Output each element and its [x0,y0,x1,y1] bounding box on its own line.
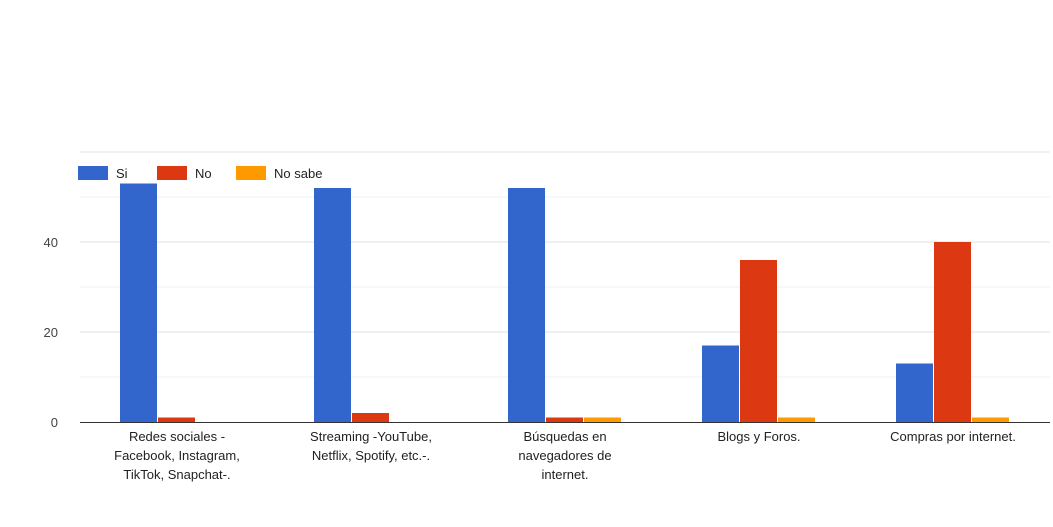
bar-si [120,183,157,422]
bar-no-sabe [972,417,1009,422]
bar-no-sabe [584,417,621,422]
legend-swatch [78,166,108,180]
bar-no [740,260,777,422]
y-axis-ticks: 0 20 40 [44,235,58,430]
x-tick-label-line: Netflix, Spotify, etc.-. [312,448,430,463]
x-tick-label-line: Facebook, Instagram, [114,448,240,463]
y-tick-label: 40 [44,235,58,250]
x-tick-label-line: Redes sociales - [129,429,225,444]
x-axis-labels: Redes sociales - Facebook, Instagram, TikT… [114,429,1016,482]
x-tick-label: Streaming -YouTube, Netflix, Spotify, etc… [310,429,432,463]
bar-no [352,413,389,422]
legend-swatch [236,166,266,180]
bar-si [508,188,545,422]
bars [120,183,1009,422]
x-tick-label-line: Compras por internet. [890,429,1016,444]
x-tick-label: Compras por internet. [890,429,1016,444]
y-tick-label: 20 [44,325,58,340]
x-tick-label-line: Streaming -YouTube, [310,429,432,444]
x-tick-label: Búsquedas en navegadores de internet. [518,429,611,482]
legend-label: No sabe [274,166,322,181]
x-tick-label-line: internet. [542,467,589,482]
x-tick-label-line: navegadores de [518,448,611,463]
bar-si [314,188,351,422]
x-tick-label: Redes sociales - Facebook, Instagram, TikT… [114,429,240,482]
legend-label: Si [116,166,128,181]
bar-si [896,363,933,422]
bar-no [158,417,195,422]
legend-label: No [195,166,212,181]
bar-no [546,417,583,422]
legend-swatch [157,166,187,180]
bar-si [702,345,739,422]
y-tick-label: 0 [51,415,58,430]
bar-no-sabe [778,417,815,422]
gridlines [80,151,1050,378]
x-tick-label-line: Búsquedas en [523,429,606,444]
legend: Si No No sabe [78,166,322,181]
x-tick-label-line: TikTok, Snapchat-. [123,467,230,482]
x-tick-label: Blogs y Foros. [717,429,800,444]
x-tick-label-line: Blogs y Foros. [717,429,800,444]
bar-no [934,242,971,422]
